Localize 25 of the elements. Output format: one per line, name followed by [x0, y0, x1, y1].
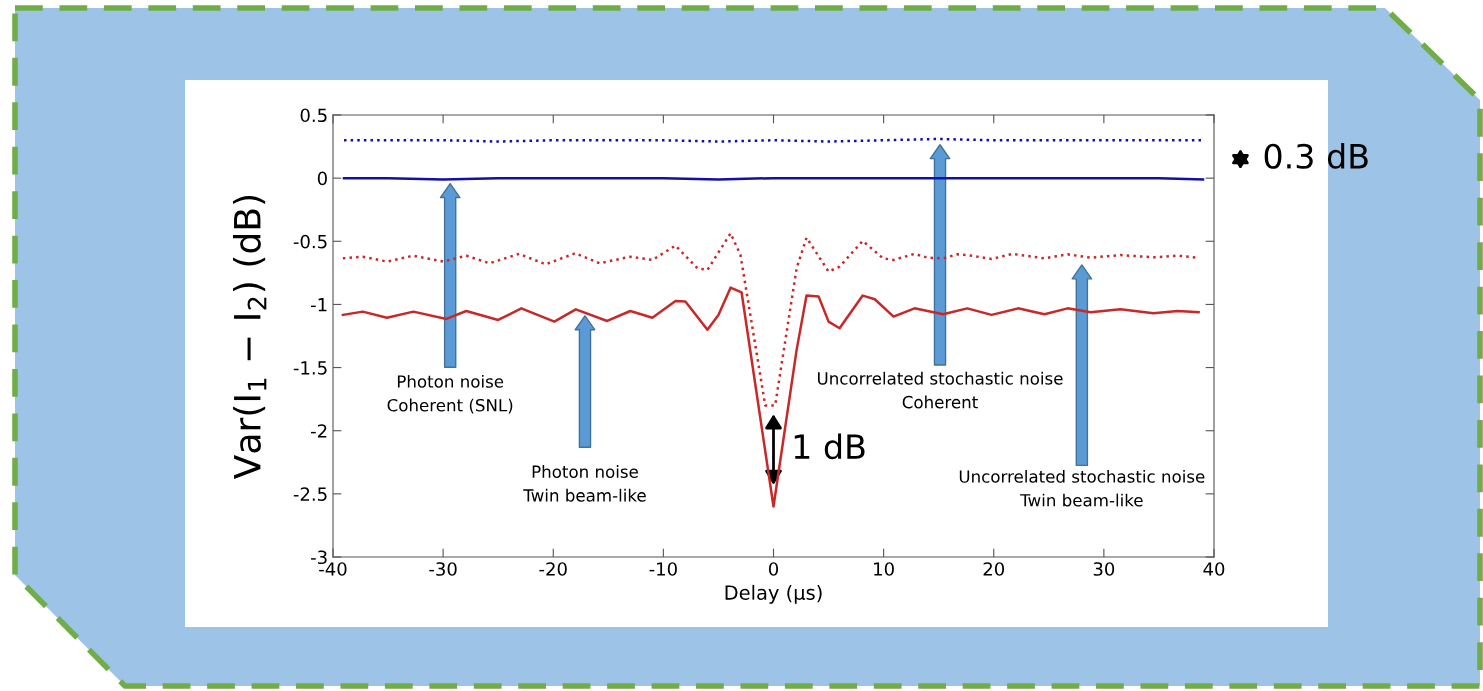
x-axis-title: Delay (μs)	[725, 584, 822, 604]
annotation: Photon noise Coherent (SNL)	[387, 374, 513, 414]
y-tick-label: -2	[311, 424, 327, 438]
y-tick-label: -1	[311, 298, 327, 312]
x-tick-label: 30	[1093, 562, 1115, 576]
y-tick-label: 0.5	[300, 108, 327, 123]
y-tick-label: -2.5	[293, 487, 327, 501]
annotation: Photon noise Twin beam-like	[523, 465, 646, 502]
text: 0.3 dB	[1264, 143, 1368, 169]
x-tick-label: -20	[539, 562, 567, 576]
annotation: Uncorrelated stochastic noise Twin beam-like	[959, 469, 1205, 507]
y-tick-label: 0	[317, 171, 327, 186]
y-tick-label: -0.5	[293, 234, 327, 249]
x-tick-label: 10	[874, 562, 894, 576]
x-tick-label: 20	[983, 562, 1005, 576]
x-tick-label: 0	[768, 562, 779, 576]
y-tick-label: -3	[311, 550, 327, 565]
y-tick-label: -1.5	[293, 361, 327, 375]
x-tick-label: -10	[649, 562, 677, 576]
x-tick-label: -40	[319, 562, 347, 576]
x-tick-label: 40	[1203, 562, 1225, 576]
y-axis-title: Var(I$_{1}$ − I$_{2}$) (dB)	[232, 195, 267, 480]
x-tick-label: -30	[429, 562, 457, 576]
annotation: Uncorrelated stochastic noise Coherent	[818, 371, 1063, 409]
annotation: 1 dB	[794, 433, 865, 460]
